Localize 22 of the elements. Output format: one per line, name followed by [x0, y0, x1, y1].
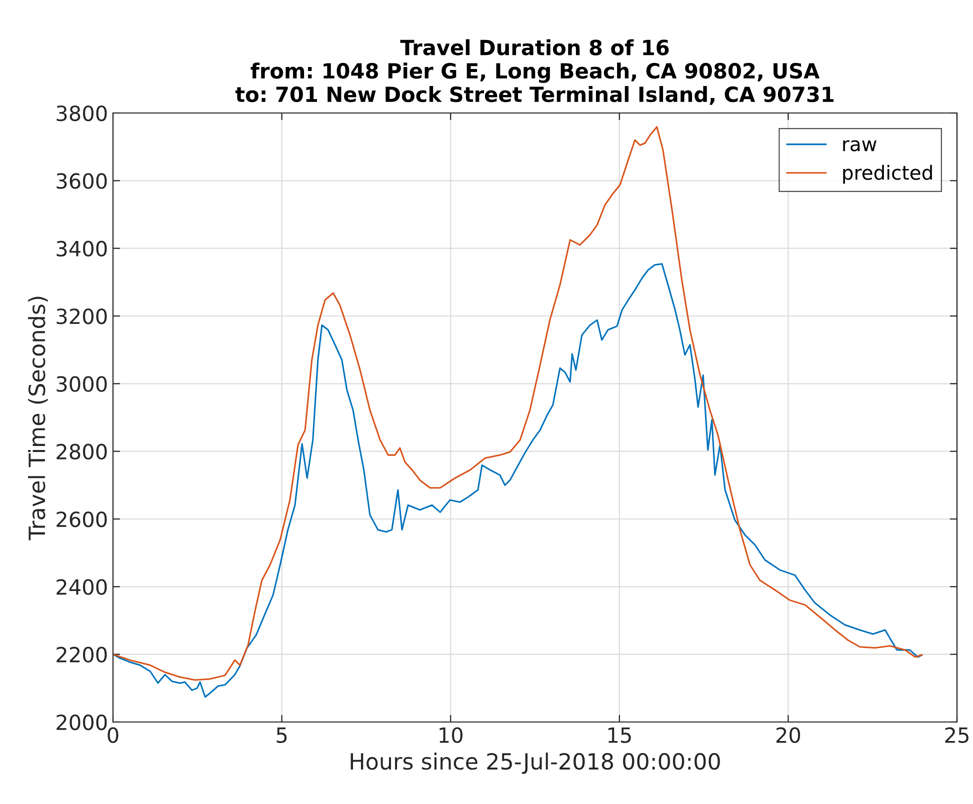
y-tick-label: 3800: [56, 105, 107, 122]
y-tick-label: 3600: [56, 173, 107, 189]
chart-title: Travel Duration 8 of 16 from: 1048 Pier G E, Long Beach, CA 90802, USA to: 701 New Dock Street Terminal Island, CA 90731: [235, 39, 834, 105]
y-tick-label: 3200: [56, 308, 107, 324]
y-tick-label: 2200: [56, 646, 107, 663]
x-tick-label: 5: [276, 728, 287, 743]
x-tick-label: 15: [608, 728, 631, 743]
legend-label: predicted: [843, 164, 932, 184]
y-tick-label: 2800: [56, 444, 107, 460]
y-tick-label: 2000: [56, 714, 107, 730]
x-tick-label: 25: [945, 727, 968, 743]
y-tick-label: 2400: [56, 579, 107, 595]
legend-label: raw: [843, 140, 876, 152]
line-series: [113, 263, 923, 698]
y-tick-label: 3000: [56, 376, 107, 392]
y-axis-title: Travel Time (Seconds): [28, 296, 48, 540]
x-tick-label: 0: [108, 727, 118, 743]
y-tick-label: 3400: [56, 240, 107, 257]
x-tick-label: 20: [776, 727, 800, 743]
x-axis-title: Hours since 25-Jul-2018 00:00:00: [350, 752, 720, 774]
x-tick-label: 10: [440, 727, 462, 743]
y-tick-label: 2600: [56, 511, 107, 528]
